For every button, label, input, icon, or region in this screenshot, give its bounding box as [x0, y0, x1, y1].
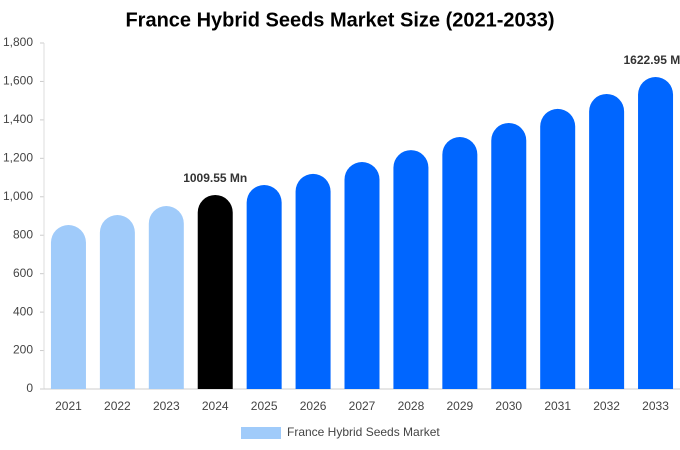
y-tick-label: 0 — [26, 381, 33, 395]
x-tick-label: 2033 — [642, 399, 669, 413]
x-tick-label: 2021 — [55, 399, 82, 413]
bar — [197, 194, 233, 389]
x-tick-label: 2031 — [544, 399, 571, 413]
y-tick-label: 800 — [13, 227, 33, 241]
data-label: 1009.55 Mn — [183, 171, 247, 185]
x-tick-label: 2025 — [251, 399, 278, 413]
x-tick-label: 2028 — [398, 399, 425, 413]
x-tick-label: 2023 — [153, 399, 180, 413]
y-tick-label: 600 — [13, 266, 33, 280]
bar — [393, 150, 429, 389]
x-tick-label: 2030 — [495, 399, 522, 413]
x-tick-label: 2027 — [349, 399, 376, 413]
bar — [50, 225, 86, 389]
x-tick-label: 2029 — [446, 399, 473, 413]
x-tick-label: 2024 — [202, 399, 229, 413]
y-tick-label: 1,400 — [3, 112, 33, 126]
bar — [442, 136, 478, 389]
legend-label: France Hybrid Seeds Market — [287, 425, 440, 439]
data-label: 1622.95 Mn — [624, 53, 680, 67]
bar — [148, 206, 184, 389]
bar — [344, 161, 380, 389]
y-tick-label: 1,600 — [3, 74, 33, 88]
bar — [246, 185, 282, 389]
chart-title: France Hybrid Seeds Market Size (2021-20… — [125, 9, 554, 31]
x-tick-label: 2022 — [104, 399, 131, 413]
bar — [638, 77, 674, 389]
y-tick-label: 400 — [13, 304, 33, 318]
legend-swatch — [241, 427, 281, 439]
y-tick-label: 200 — [13, 343, 33, 357]
y-tick-label: 1,000 — [3, 189, 33, 203]
bar — [589, 93, 625, 389]
y-tick-label: 1,200 — [3, 151, 33, 165]
x-tick-label: 2026 — [300, 399, 327, 413]
y-tick-label: 1,800 — [3, 35, 33, 49]
bar — [540, 108, 576, 390]
x-tick-label: 2032 — [593, 399, 620, 413]
bar — [295, 173, 331, 389]
bar — [99, 215, 135, 389]
bar — [491, 122, 527, 389]
